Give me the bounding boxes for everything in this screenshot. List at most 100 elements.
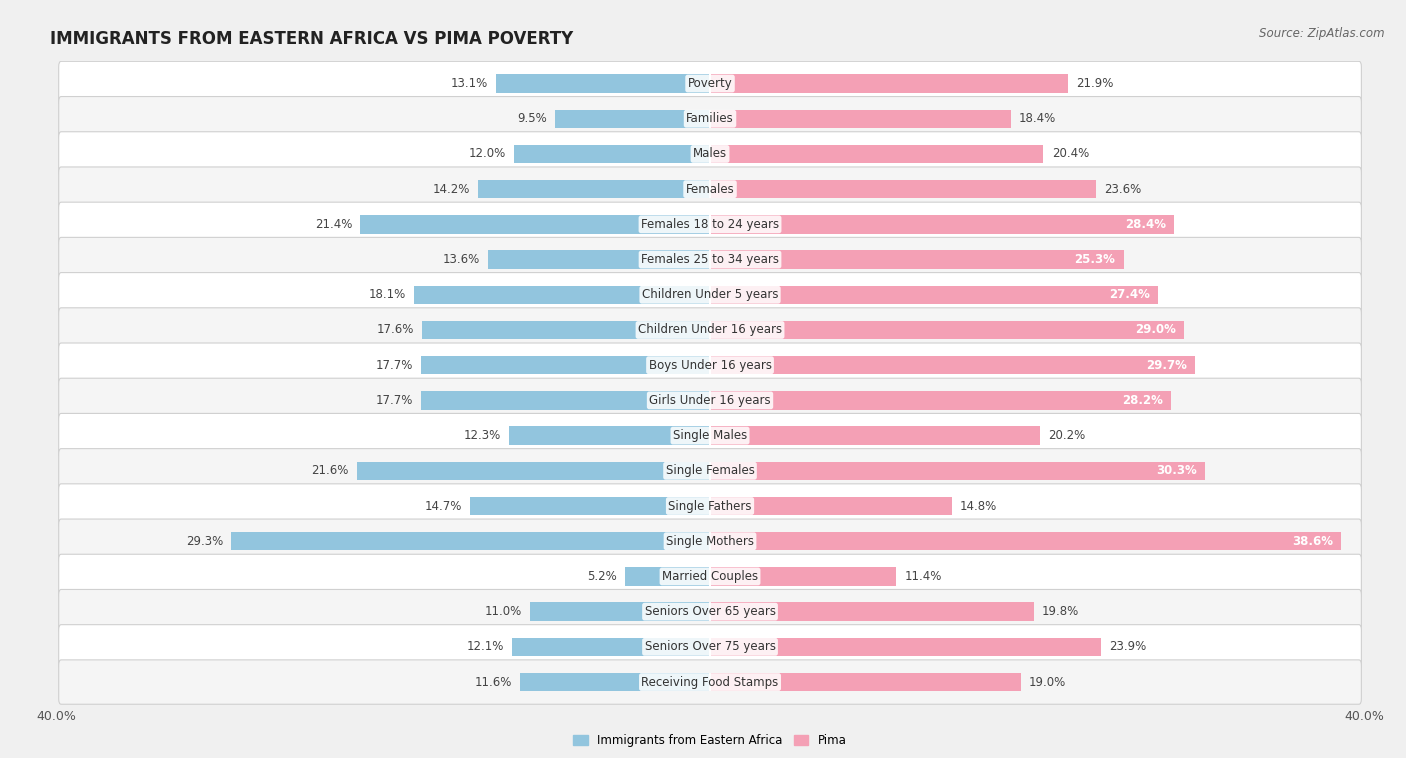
Text: 11.4%: 11.4% <box>904 570 942 583</box>
Text: 13.6%: 13.6% <box>443 253 479 266</box>
Text: Families: Families <box>686 112 734 125</box>
Text: Poverty: Poverty <box>688 77 733 90</box>
Bar <box>360 215 710 233</box>
Text: 14.8%: 14.8% <box>960 500 997 512</box>
FancyBboxPatch shape <box>59 237 1361 282</box>
Text: 18.1%: 18.1% <box>368 288 406 301</box>
Text: 14.2%: 14.2% <box>433 183 470 196</box>
Bar <box>478 180 710 199</box>
Text: 30.3%: 30.3% <box>1156 465 1197 478</box>
Text: 12.1%: 12.1% <box>467 641 505 653</box>
Bar <box>710 462 1205 480</box>
FancyBboxPatch shape <box>59 167 1361 211</box>
Text: 20.4%: 20.4% <box>1052 148 1088 161</box>
Text: Single Fathers: Single Fathers <box>668 500 752 512</box>
FancyBboxPatch shape <box>59 273 1361 317</box>
Text: Single Males: Single Males <box>673 429 747 442</box>
Bar <box>710 637 1101 656</box>
FancyBboxPatch shape <box>59 484 1361 528</box>
Bar <box>512 637 710 656</box>
Bar <box>710 250 1123 269</box>
Text: 29.3%: 29.3% <box>186 534 224 548</box>
Text: Females 18 to 24 years: Females 18 to 24 years <box>641 218 779 231</box>
Bar <box>422 321 710 339</box>
Text: 17.6%: 17.6% <box>377 324 415 337</box>
Bar <box>231 532 710 550</box>
Legend: Immigrants from Eastern Africa, Pima: Immigrants from Eastern Africa, Pima <box>574 735 846 747</box>
Text: 11.0%: 11.0% <box>485 605 522 618</box>
Text: 29.0%: 29.0% <box>1135 324 1175 337</box>
Text: Seniors Over 65 years: Seniors Over 65 years <box>644 605 776 618</box>
Text: 25.3%: 25.3% <box>1074 253 1115 266</box>
Bar <box>710 286 1159 304</box>
Bar <box>415 286 710 304</box>
Text: Single Females: Single Females <box>665 465 755 478</box>
Text: 21.9%: 21.9% <box>1076 77 1114 90</box>
FancyBboxPatch shape <box>59 343 1361 387</box>
Text: 9.5%: 9.5% <box>517 112 547 125</box>
Text: Receiving Food Stamps: Receiving Food Stamps <box>641 675 779 688</box>
Text: 11.6%: 11.6% <box>475 675 512 688</box>
Text: 12.0%: 12.0% <box>468 148 506 161</box>
FancyBboxPatch shape <box>59 96 1361 141</box>
Text: 18.4%: 18.4% <box>1019 112 1056 125</box>
Text: 21.6%: 21.6% <box>312 465 349 478</box>
FancyBboxPatch shape <box>59 132 1361 176</box>
Text: 38.6%: 38.6% <box>1292 534 1333 548</box>
Text: 13.1%: 13.1% <box>450 77 488 90</box>
Bar <box>710 567 897 586</box>
Bar <box>509 427 710 445</box>
FancyBboxPatch shape <box>59 519 1361 563</box>
Text: 23.9%: 23.9% <box>1109 641 1146 653</box>
Text: Females 25 to 34 years: Females 25 to 34 years <box>641 253 779 266</box>
Bar <box>710 110 1011 128</box>
Bar <box>710 391 1171 409</box>
Bar <box>710 673 1021 691</box>
Bar <box>710 496 952 515</box>
Bar <box>520 673 710 691</box>
Text: Boys Under 16 years: Boys Under 16 years <box>648 359 772 371</box>
FancyBboxPatch shape <box>59 625 1361 669</box>
Text: 21.4%: 21.4% <box>315 218 352 231</box>
Bar <box>626 567 710 586</box>
Text: 28.4%: 28.4% <box>1125 218 1166 231</box>
FancyBboxPatch shape <box>59 554 1361 599</box>
Text: Girls Under 16 years: Girls Under 16 years <box>650 394 770 407</box>
Bar <box>710 74 1069 92</box>
FancyBboxPatch shape <box>59 413 1361 458</box>
Text: 19.8%: 19.8% <box>1042 605 1078 618</box>
FancyBboxPatch shape <box>59 202 1361 246</box>
Bar <box>357 462 710 480</box>
Text: 14.7%: 14.7% <box>425 500 461 512</box>
Text: Children Under 16 years: Children Under 16 years <box>638 324 782 337</box>
Text: Seniors Over 75 years: Seniors Over 75 years <box>644 641 776 653</box>
Bar <box>420 356 710 374</box>
Text: Source: ZipAtlas.com: Source: ZipAtlas.com <box>1260 27 1385 39</box>
FancyBboxPatch shape <box>59 449 1361 493</box>
Text: IMMIGRANTS FROM EASTERN AFRICA VS PIMA POVERTY: IMMIGRANTS FROM EASTERN AFRICA VS PIMA P… <box>49 30 574 48</box>
Bar <box>710 215 1174 233</box>
Text: 27.4%: 27.4% <box>1109 288 1150 301</box>
Bar <box>710 427 1040 445</box>
Text: 29.7%: 29.7% <box>1146 359 1187 371</box>
Text: 19.0%: 19.0% <box>1029 675 1066 688</box>
Bar <box>470 496 710 515</box>
FancyBboxPatch shape <box>59 590 1361 634</box>
Text: 28.2%: 28.2% <box>1122 394 1163 407</box>
Bar <box>710 145 1043 163</box>
Bar <box>710 603 1033 621</box>
Bar <box>530 603 710 621</box>
FancyBboxPatch shape <box>59 378 1361 422</box>
Bar <box>710 532 1341 550</box>
FancyBboxPatch shape <box>59 61 1361 105</box>
Bar <box>710 180 1095 199</box>
Text: 17.7%: 17.7% <box>375 359 412 371</box>
Text: 20.2%: 20.2% <box>1049 429 1085 442</box>
FancyBboxPatch shape <box>59 308 1361 352</box>
Bar <box>496 74 710 92</box>
Bar <box>710 356 1195 374</box>
Text: Males: Males <box>693 148 727 161</box>
Text: Single Mothers: Single Mothers <box>666 534 754 548</box>
Text: Children Under 5 years: Children Under 5 years <box>641 288 779 301</box>
Text: Females: Females <box>686 183 734 196</box>
